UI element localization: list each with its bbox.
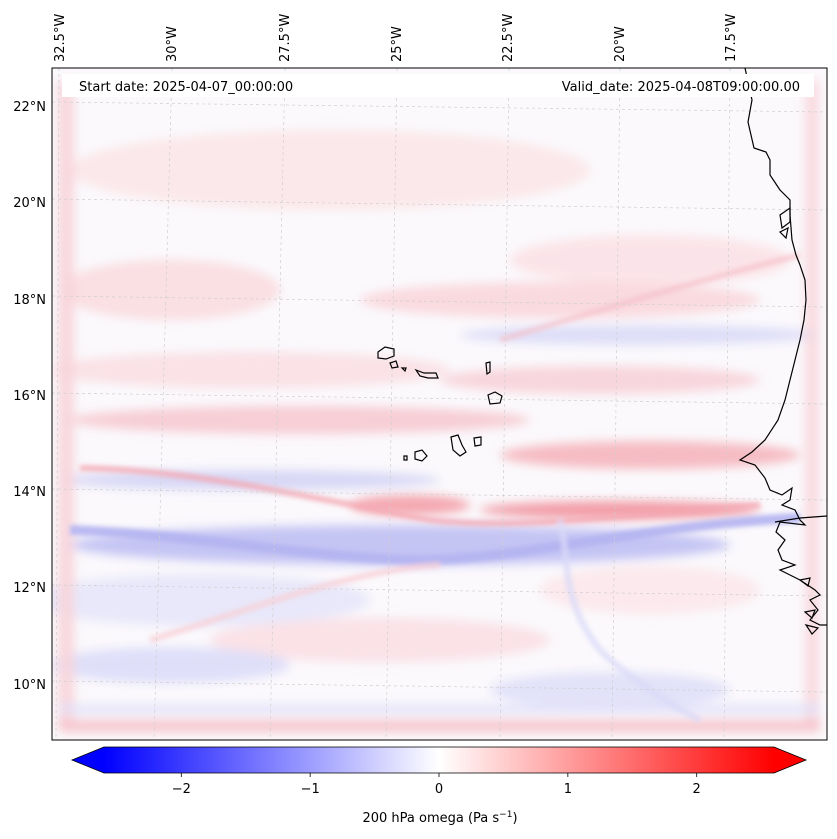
- lon-label: 17.5°W: [724, 14, 739, 62]
- gambia-estuary: [774, 515, 827, 523]
- lon-label: 27.5°W: [278, 14, 293, 62]
- maio-island: [473, 436, 482, 447]
- colorbar-tick-marks: [180, 773, 698, 777]
- lat-label: 18°N: [13, 293, 46, 308]
- lon-label: 25°W: [390, 26, 405, 62]
- africa-coastline: [738, 68, 827, 626]
- coastal-island: [779, 206, 791, 230]
- santiago-island: [450, 434, 467, 457]
- boa-vista-island: [487, 391, 503, 405]
- fogo-island: [414, 449, 428, 462]
- sao-vicente-island: [389, 360, 399, 369]
- colorbar-gradient: [104, 747, 774, 773]
- colorbar-tick-label: −2: [172, 782, 191, 797]
- colorbar-title-close: ): [512, 811, 517, 826]
- santo-antao-island: [377, 346, 395, 360]
- colorbar-title-unit-sup: −1: [499, 810, 512, 820]
- colorbar-tick-label: 1: [564, 782, 572, 797]
- brava-island: [403, 455, 408, 461]
- colorbar-outline: [70, 746, 808, 774]
- omega-sharp-bands: [69, 252, 801, 723]
- colorbar-title-text: 200 hPa omega (Pa s: [362, 811, 499, 826]
- lon-label: 30°W: [165, 26, 180, 62]
- colorbar-min-extend: [72, 747, 104, 773]
- bijagos-island: [803, 609, 816, 620]
- colorbar-tick-label: 2: [693, 782, 701, 797]
- colorbar-max-extend: [774, 747, 806, 773]
- santa-luzia-island: [400, 367, 407, 373]
- lat-label: 12°N: [13, 581, 46, 596]
- coastline: [377, 68, 827, 635]
- latitude-labels: 22°N 20°N 18°N 16°N 14°N 12°N 10°N: [13, 100, 46, 693]
- start-date-label: Start date: 2025-04-07_00:00:00: [79, 80, 293, 95]
- colorbar-title: 200 hPa omega (Pa s−1): [362, 810, 517, 826]
- bijagos-island: [798, 577, 811, 588]
- colorbar: −2 −1 0 1 2 200 hPa omega (Pa s−1): [70, 746, 808, 826]
- sal-island: [485, 361, 491, 376]
- lat-label: 14°N: [13, 485, 46, 500]
- bijagos-island: [804, 624, 820, 635]
- colorbar-tick-label: −1: [301, 782, 320, 797]
- longitude-labels: 32.5°W 30°W 27.5°W 25°W 22.5°W 20°W 17.5…: [53, 14, 739, 62]
- lat-label: 22°N: [13, 100, 46, 115]
- lon-label: 22.5°W: [501, 14, 516, 62]
- graticule: [52, 68, 827, 740]
- sao-nicolau-island: [414, 368, 439, 379]
- lon-label: 20°W: [613, 26, 628, 62]
- lat-label: 20°N: [13, 196, 46, 211]
- map-frame: [51, 67, 828, 741]
- lon-label: 32.5°W: [53, 14, 68, 62]
- lat-label: 10°N: [13, 678, 46, 693]
- omega-field: [52, 68, 827, 740]
- colorbar-tick-label: 0: [435, 782, 443, 797]
- valid-date-label: Valid_date: 2025-04-08T09:00:00.00: [562, 80, 800, 95]
- header-band: [62, 74, 814, 97]
- coastal-island: [778, 226, 789, 240]
- lat-label: 16°N: [13, 389, 46, 404]
